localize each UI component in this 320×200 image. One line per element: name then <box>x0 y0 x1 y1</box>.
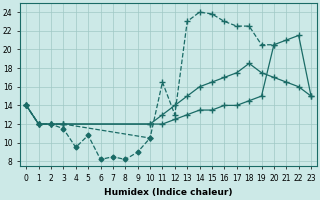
X-axis label: Humidex (Indice chaleur): Humidex (Indice chaleur) <box>104 188 233 197</box>
